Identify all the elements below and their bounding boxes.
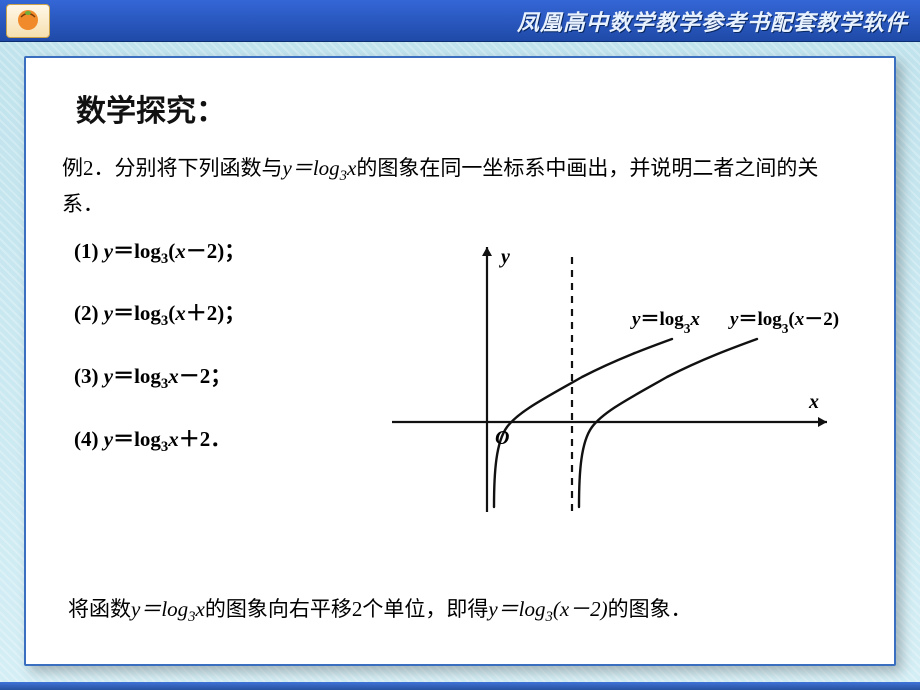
content-row: (1) y＝log3(x－2)； (2) y＝log3(x＋2)； (3) y＝… — [62, 237, 858, 537]
conclusion: 将函数y＝log3x的图象向右平移2个单位，即得y＝log3(x－2)的图象． — [62, 593, 858, 626]
header-bar: 凤凰高中数学教学参考书配套教学软件 — [0, 0, 920, 42]
problem-statement: 例2．分别将下列函数与y＝log3x的图象在同一坐标系中画出，并说明二者之间的关… — [62, 152, 858, 221]
header-title: 凤凰高中数学教学参考书配套教学软件 — [517, 5, 908, 37]
list-item: (2) y＝log3(x＋2)； — [74, 299, 362, 332]
conclusion-prefix: 将函数 — [68, 597, 131, 621]
problem-prefix: 例2．分别将下列函数与 — [62, 156, 283, 180]
list-item: (3) y＝log3x－2； — [74, 362, 362, 395]
conclusion-suffix: 的图象． — [608, 597, 692, 621]
conclusion-f2: y＝log3(x－2) — [488, 597, 607, 621]
conclusion-f1: y＝log3x — [131, 597, 205, 621]
svg-text:y＝log3(x－2): y＝log3(x－2) — [728, 309, 839, 336]
list-item: (1) y＝log3(x－2)； — [74, 237, 362, 270]
list-item: (4) y＝log3x＋2． — [74, 425, 362, 458]
svg-text:y＝log3x: y＝log3x — [630, 309, 700, 336]
logo-icon — [6, 4, 50, 38]
svg-text:O: O — [495, 427, 509, 449]
problem-formula: y＝log3x — [283, 156, 357, 180]
svg-text:x: x — [808, 391, 819, 413]
svg-text:y: y — [499, 246, 510, 268]
chart-svg: y x Oy＝log3x y＝log3(x－2) — [372, 237, 852, 537]
conclusion-mid: 的图象向右平移2个单位，即得 — [205, 597, 489, 621]
item-list: (1) y＝log3(x－2)； (2) y＝log3(x＋2)； (3) y＝… — [62, 237, 362, 488]
footer-bar — [0, 682, 920, 690]
section-heading: 数学探究： — [76, 86, 858, 130]
slide-card: 数学探究： 例2．分别将下列函数与y＝log3x的图象在同一坐标系中画出，并说明… — [24, 56, 896, 666]
chart: y x Oy＝log3x y＝log3(x－2) — [372, 237, 858, 537]
